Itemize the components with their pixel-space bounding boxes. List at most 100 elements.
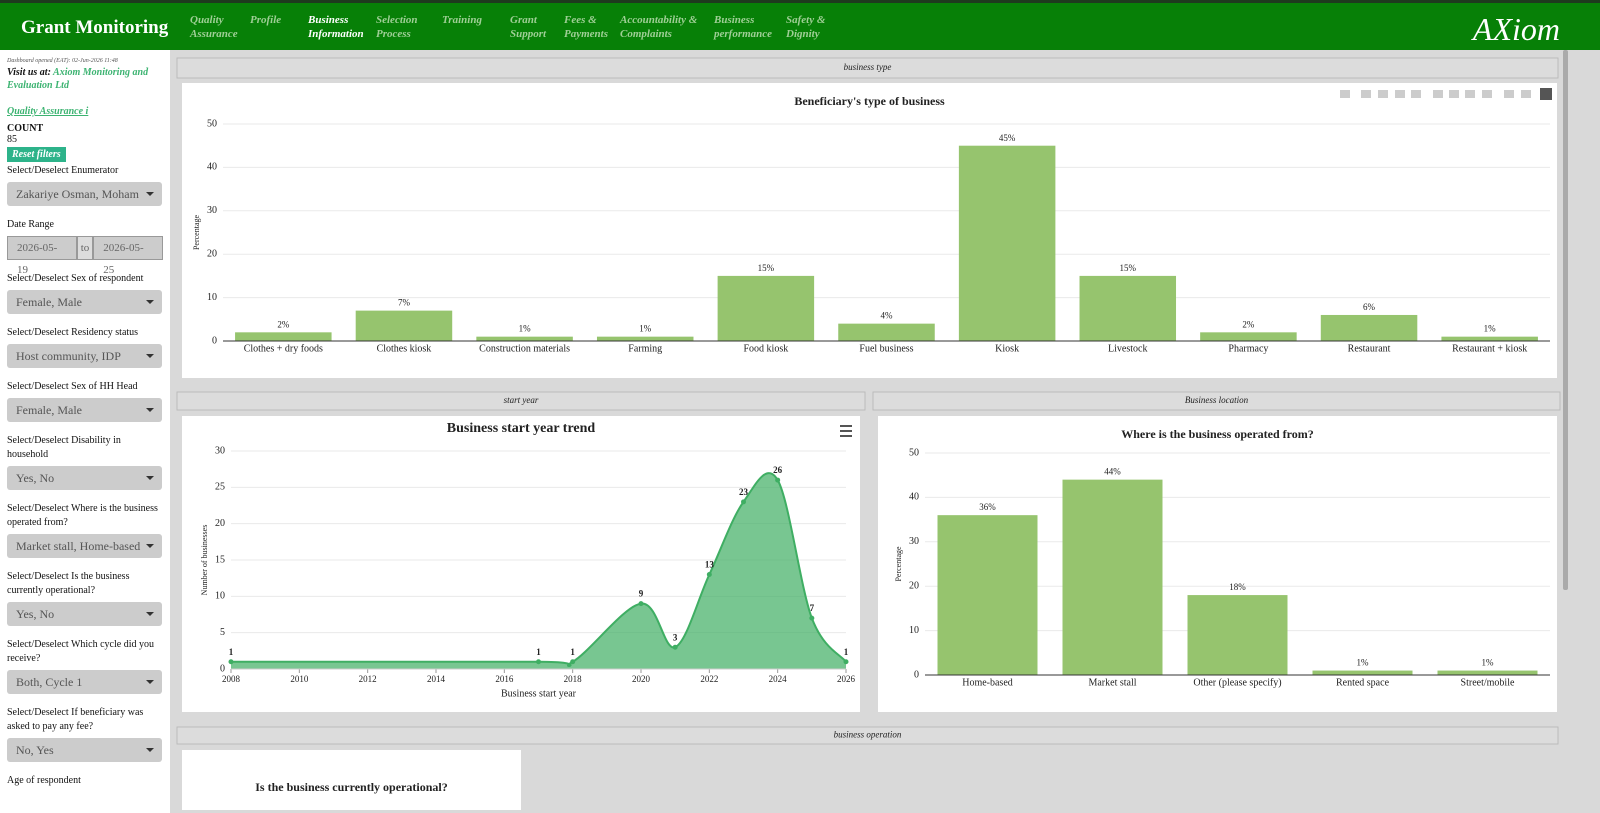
x-tick-label: Fuel business bbox=[859, 343, 913, 354]
data-label: 1% bbox=[519, 324, 532, 334]
x-axis-title: Business start year bbox=[501, 688, 577, 699]
x-tick-label: 2020 bbox=[632, 674, 651, 684]
data-label: 45% bbox=[999, 133, 1016, 143]
toolbar-icon[interactable] bbox=[1521, 90, 1531, 98]
panel-body bbox=[182, 750, 521, 810]
nav-item[interactable]: Accountability & Complaints bbox=[620, 14, 698, 40]
toolbar-icon[interactable] bbox=[1433, 90, 1443, 98]
opened-time: Dashboard opened (EAT): 02-Jun-2026 11:4… bbox=[7, 58, 118, 64]
reset-button[interactable]: Reset filters bbox=[7, 147, 66, 162]
nav-item[interactable]: Grant Support bbox=[510, 14, 547, 40]
toolbar-icon[interactable] bbox=[1411, 90, 1421, 98]
count-label: COUNT bbox=[7, 123, 44, 134]
panel-title: business type bbox=[844, 62, 892, 72]
bar bbox=[1187, 595, 1288, 675]
data-label: 6% bbox=[1363, 302, 1376, 312]
nav-item[interactable]: Business performance bbox=[714, 14, 773, 40]
dropdown[interactable]: Zakariye Osman, Moham bbox=[7, 182, 162, 206]
dropdown[interactable]: Host community, IDP bbox=[7, 344, 162, 368]
toolbar-icon[interactable] bbox=[1395, 90, 1405, 98]
point bbox=[228, 659, 234, 665]
toolbar-icon[interactable] bbox=[1540, 88, 1552, 100]
y-tick-label: 20 bbox=[909, 580, 919, 591]
dropdown[interactable]: No, Yes bbox=[7, 738, 162, 762]
x-tick-label: Rented space bbox=[1336, 677, 1390, 688]
point bbox=[570, 659, 576, 665]
app-title: Grant Monitoring bbox=[21, 17, 169, 38]
x-tick-label: 2012 bbox=[359, 674, 377, 684]
toolbar-icon[interactable] bbox=[1465, 90, 1475, 98]
y-tick-label: 10 bbox=[909, 625, 919, 636]
filter-label: Select/Deselect Enumerator bbox=[7, 165, 119, 176]
data-label: 7% bbox=[398, 298, 411, 308]
x-tick-label: Clothes kiosk bbox=[377, 343, 432, 354]
x-tick-label: Restaurant bbox=[1348, 343, 1391, 354]
dropdown[interactable]: Both, Cycle 1 bbox=[7, 670, 162, 694]
bar bbox=[717, 275, 815, 341]
dropdown[interactable]: Female, Male bbox=[7, 398, 162, 422]
dropdown[interactable]: Yes, No bbox=[7, 466, 162, 490]
bar bbox=[476, 336, 573, 341]
filter-label: Select/Deselect Where is the business op… bbox=[7, 503, 158, 528]
y-axis-title: Percentage bbox=[192, 215, 201, 251]
chart-title: Beneficiary's type of business bbox=[794, 94, 945, 108]
x-tick-label: Pharmacy bbox=[1228, 343, 1268, 354]
section-link[interactable]: Quality Assurance i bbox=[7, 106, 89, 117]
company-link[interactable]: Axiom Monitoring and Evaluation Ltd bbox=[7, 67, 149, 91]
filter-label: Select/Deselect Disability in household bbox=[7, 435, 121, 460]
x-tick-label: Farming bbox=[628, 343, 662, 354]
x-tick-label: Clothes + dry foods bbox=[244, 343, 323, 354]
toolbar-icon[interactable] bbox=[1482, 90, 1492, 98]
bar bbox=[1079, 275, 1177, 341]
date-start[interactable]: 2026-05-19 bbox=[7, 236, 77, 276]
filter-label: Select/Deselect Which cycle did you rece… bbox=[7, 639, 154, 664]
bar bbox=[1320, 314, 1418, 341]
nav-item[interactable]: Profile bbox=[250, 14, 282, 26]
nav-item[interactable]: Business Information bbox=[308, 14, 364, 40]
point bbox=[775, 477, 781, 483]
sidebar: Dashboard opened (EAT): 02-Jun-2026 11:4… bbox=[0, 50, 170, 813]
dropdown[interactable]: Yes, No bbox=[7, 602, 162, 626]
x-tick-label: Market stall bbox=[1088, 677, 1136, 688]
bar bbox=[958, 145, 1056, 341]
dropdown-value: Yes, No bbox=[16, 607, 55, 621]
nav-item[interactable]: Selection Process bbox=[376, 14, 418, 40]
x-tick-label: 2026 bbox=[837, 674, 856, 684]
y-tick-label: 30 bbox=[215, 445, 225, 456]
nav-item[interactable]: Fees & Payments bbox=[564, 14, 608, 40]
panel-header bbox=[176, 57, 1559, 79]
date-end[interactable]: 2026-05-25 bbox=[93, 236, 163, 276]
data-label: 1% bbox=[1484, 324, 1497, 334]
panel-header bbox=[176, 726, 1559, 745]
y-axis-title: Percentage bbox=[894, 546, 903, 582]
scrollbar bbox=[1563, 50, 1568, 590]
data-label: 13 bbox=[705, 560, 715, 570]
data-label: 3 bbox=[673, 632, 678, 642]
nav-item[interactable]: Safety & Dignity bbox=[786, 14, 826, 40]
point bbox=[809, 615, 815, 621]
filter-label: Select/Deselect If beneficiary was asked… bbox=[7, 707, 144, 732]
filter-label: Select/Deselect Residency status bbox=[7, 327, 139, 338]
dropdown-value: Market stall, Home-based bbox=[16, 539, 141, 553]
dropdown[interactable]: Market stall, Home-based bbox=[7, 534, 162, 558]
nav-item[interactable]: Training bbox=[442, 14, 482, 26]
toolbar-icon[interactable] bbox=[1340, 90, 1350, 98]
dropdown-value: Zakariye Osman, Moham bbox=[16, 187, 139, 201]
filters: Select/Deselect Sex of respondent Female,… bbox=[7, 272, 163, 762]
data-label: 1 bbox=[229, 647, 234, 657]
filter-label: Date Range bbox=[7, 219, 54, 230]
data-label: 2% bbox=[277, 319, 290, 329]
toolbar-icon[interactable] bbox=[1449, 90, 1459, 98]
x-tick-label: Restaurant + kiosk bbox=[1452, 343, 1527, 354]
filter-label: Select/Deselect Sex of respondent bbox=[7, 273, 144, 284]
dropdown[interactable]: Female, Male bbox=[7, 290, 162, 314]
data-label: 23 bbox=[739, 487, 749, 497]
data-label: 26 bbox=[773, 465, 783, 475]
panel-header bbox=[176, 391, 866, 411]
toolbar-icon[interactable] bbox=[1361, 90, 1371, 98]
point bbox=[638, 601, 644, 607]
nav-item[interactable]: Quality Assurance bbox=[190, 14, 238, 40]
toolbar-icon[interactable] bbox=[1504, 90, 1514, 98]
toolbar-icon[interactable] bbox=[1378, 90, 1388, 98]
y-tick-label: 50 bbox=[207, 118, 217, 129]
